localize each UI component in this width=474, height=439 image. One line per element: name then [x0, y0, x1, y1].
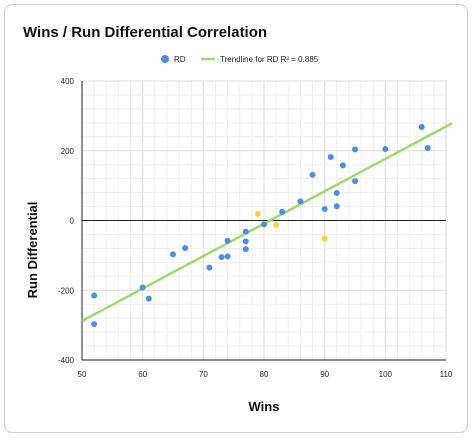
points-layer: [91, 124, 431, 328]
y-tick-label: -200: [58, 286, 75, 295]
chart-title: Wins / Run Differential Correlation: [23, 24, 268, 41]
data-point: [242, 228, 249, 235]
chart-card: [4, 4, 468, 433]
data-point: [424, 144, 431, 151]
data-point: [339, 162, 346, 169]
x-tick-label: 80: [260, 370, 269, 379]
y-axis-title: Run Differential: [25, 202, 40, 299]
x-tick-label: 60: [138, 370, 147, 379]
legend-marker-rd: [161, 55, 169, 63]
data-point: [182, 245, 189, 252]
data-point: [206, 264, 213, 271]
data-point: [224, 253, 231, 260]
data-point: [145, 295, 152, 302]
data-point: [224, 237, 231, 244]
data-point: [218, 254, 225, 261]
trendline-layer: [81, 122, 453, 323]
axes: [81, 81, 446, 361]
highlighted-point: [321, 235, 328, 242]
data-point: [279, 208, 286, 215]
data-point: [352, 146, 358, 153]
data-point: [170, 251, 176, 258]
data-point: [352, 178, 358, 185]
trendline: [81, 122, 453, 323]
legend: RD Trendline for RD R² = 0.885: [161, 55, 319, 64]
data-point: [242, 238, 249, 245]
y-tick-label: 0: [70, 217, 75, 226]
data-point: [91, 292, 98, 299]
legend-label-rd: RD: [174, 55, 186, 64]
y-tick-label: 400: [61, 77, 75, 86]
y-tick-label: 200: [61, 147, 75, 156]
data-point: [418, 124, 425, 131]
legend-label-trendline: Trendline for RD R² = 0.885: [220, 55, 319, 64]
data-point: [139, 284, 146, 291]
data-point: [333, 203, 340, 210]
data-point: [261, 221, 267, 228]
data-point: [382, 146, 389, 153]
data-point: [297, 198, 304, 205]
tick-labels: 50 60 70 80 90 100 110 -400 -200 0 200 400: [58, 77, 453, 379]
highlighted-point: [273, 222, 280, 229]
highlighted-point: [254, 210, 261, 217]
data-point: [309, 171, 316, 178]
data-point: [91, 321, 98, 328]
y-tick-label: -400: [58, 356, 75, 365]
data-point: [327, 154, 334, 161]
data-point: [333, 189, 340, 196]
x-axis-title: Wins: [249, 399, 280, 414]
data-point: [242, 246, 249, 253]
x-tick-label: 70: [199, 370, 208, 379]
x-tick-label: 90: [320, 370, 329, 379]
x-tick-label: 100: [379, 370, 393, 379]
data-point: [321, 205, 328, 212]
x-tick-label: 50: [78, 370, 87, 379]
x-tick-label: 110: [440, 370, 453, 379]
